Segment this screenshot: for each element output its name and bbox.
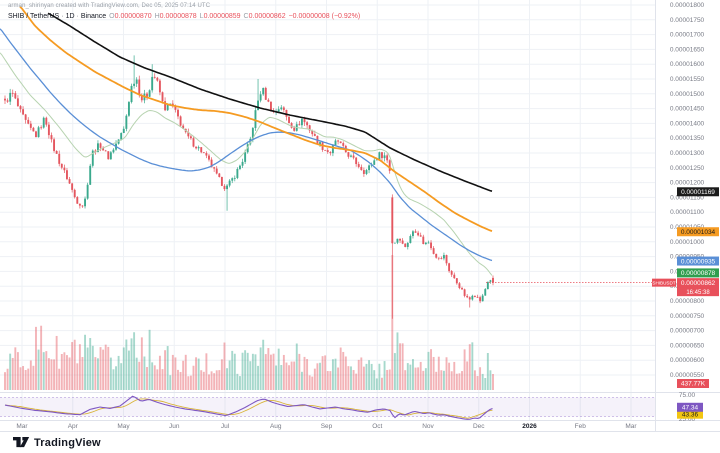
legend-separator: · [76,13,79,20]
svg-text:0.00001550: 0.00001550 [670,76,705,83]
svg-text:0.00001200: 0.00001200 [670,180,705,187]
MA-100-line [19,5,493,232]
svg-text:0.00001250: 0.00001250 [670,165,705,172]
last-price-badge [677,278,719,297]
svg-text:0.00000935: 0.00000935 [681,258,716,265]
scale-badge [677,227,719,237]
svg-text:0.00000600: 0.00000600 [670,357,705,364]
svg-text:16:45:38: 16:45:38 [686,290,710,296]
svg-text:0.00001169: 0.00001169 [681,189,715,196]
svg-text:0.00000862: 0.00000862 [681,280,716,287]
svg-text:0.00001000: 0.00001000 [670,239,705,246]
ma-MA-100 [19,5,493,232]
open-label: O [109,13,115,20]
change-value: −0.00000008 (−0.92%) [288,13,361,20]
svg-text:Aug: Aug [270,423,282,430]
svg-text:0.00001450: 0.00001450 [670,106,705,113]
svg-text:0.00001300: 0.00001300 [670,150,705,157]
svg-text:Mar: Mar [16,423,28,430]
svg-text:437.77K: 437.77K [681,380,706,387]
svg-text:75.00: 75.00 [679,392,696,399]
svg-text:0.00000878: 0.00000878 [681,270,716,277]
rsi-ma-line [4,398,493,419]
svg-text:Jun: Jun [169,423,180,430]
svg-text:0.00001150: 0.00001150 [670,194,704,201]
rsi-badge [677,402,703,412]
attribution-text: arman_shirinyan created with TradingView… [8,3,211,9]
low-label: L [199,13,204,20]
ma-MA-200 [47,12,493,192]
svg-text:Dec: Dec [473,423,485,430]
price-scale[interactable]: 0.00001800 0.00001750 0.00001700 0.00001650… [670,2,705,423]
svg-text:25.00: 25.00 [679,416,696,423]
scale-badge [677,256,719,266]
scale-badge [677,187,719,197]
svg-text:Oct: Oct [372,423,382,430]
rsi-indicator [4,395,493,420]
svg-text:0.00000750: 0.00000750 [670,313,705,320]
interval[interactable]: 1D [65,13,75,20]
MA-50-line [0,28,493,262]
svg-text:0.00001700: 0.00001700 [670,32,705,39]
time-scale[interactable]: Mar Apr May Jun Jul Aug Sep Oct Nov Dec 2026 Feb Mar [16,423,637,430]
svg-text:0.00001034: 0.00001034 [681,229,716,236]
tradingview-footer-logo[interactable]: TradingView [13,435,101,450]
svg-text:May: May [117,423,130,430]
svg-text:0.00000800: 0.00000800 [670,298,705,305]
svg-text:0.00001350: 0.00001350 [670,135,705,142]
scale-badges: 0.00001169 0.00001034 0.00000935 0.00000878… [652,187,719,419]
symbol-legend[interactable]: SHIB / TetherUS · 1D · Binance O0.00000870 H0.… [8,13,360,20]
MA-21-line [0,52,493,276]
symbol-name[interactable]: SHIB / TetherUS [8,13,60,20]
svg-text:0.00001400: 0.00001400 [670,120,705,127]
rsi-line [4,395,493,420]
pane-borders [0,0,720,432]
svg-text:0.00000550: 0.00000550 [670,372,705,379]
close-label: C [243,13,249,20]
exchange[interactable]: Binance [80,13,107,20]
tradingview-icon [13,436,30,448]
svg-text:0.00001600: 0.00001600 [670,61,705,68]
svg-text:0.00001100: 0.00001100 [670,209,704,216]
candlesticks [4,55,494,319]
svg-text:0.00001800: 0.00001800 [670,2,705,9]
svg-text:Mar: Mar [625,423,637,430]
open-value: 0.00000870 [114,13,152,20]
svg-text:47.34: 47.34 [682,405,699,412]
svg-text:Sep: Sep [321,423,333,430]
grid-lines [0,0,655,420]
svg-text:0.00001750: 0.00001750 [670,17,705,24]
svg-text:SHIBUSDT: SHIBUSDT [652,280,675,285]
svg-text:Feb: Feb [575,423,587,430]
ma-MA-21 [0,52,493,276]
svg-text:0.00001650: 0.00001650 [670,46,705,53]
MA-200-line [47,12,493,192]
legend-separator: · [61,13,64,20]
ma-MA-50 [0,28,493,262]
close-value: 0.00000862 [248,13,286,20]
volume-badge [677,379,709,388]
svg-text:Apr: Apr [68,423,79,430]
high-value: 0.00000878 [159,13,197,20]
low-value: 0.00000859 [203,13,241,20]
svg-text:0.00001500: 0.00001500 [670,91,705,98]
svg-text:Jul: Jul [221,423,230,430]
scale-badge [677,268,719,278]
svg-text:43.36: 43.36 [682,411,699,418]
svg-text:2026: 2026 [522,423,537,430]
svg-text:Nov: Nov [422,423,434,430]
brand-name: TradingView [34,436,101,449]
svg-text:0.00000700: 0.00000700 [670,328,705,335]
symbol-tag-badge [652,278,676,287]
volume-bars [4,255,494,390]
rsi-badge [677,409,703,419]
svg-text:0.00000650: 0.00000650 [670,342,705,349]
high-label: H [154,13,160,20]
